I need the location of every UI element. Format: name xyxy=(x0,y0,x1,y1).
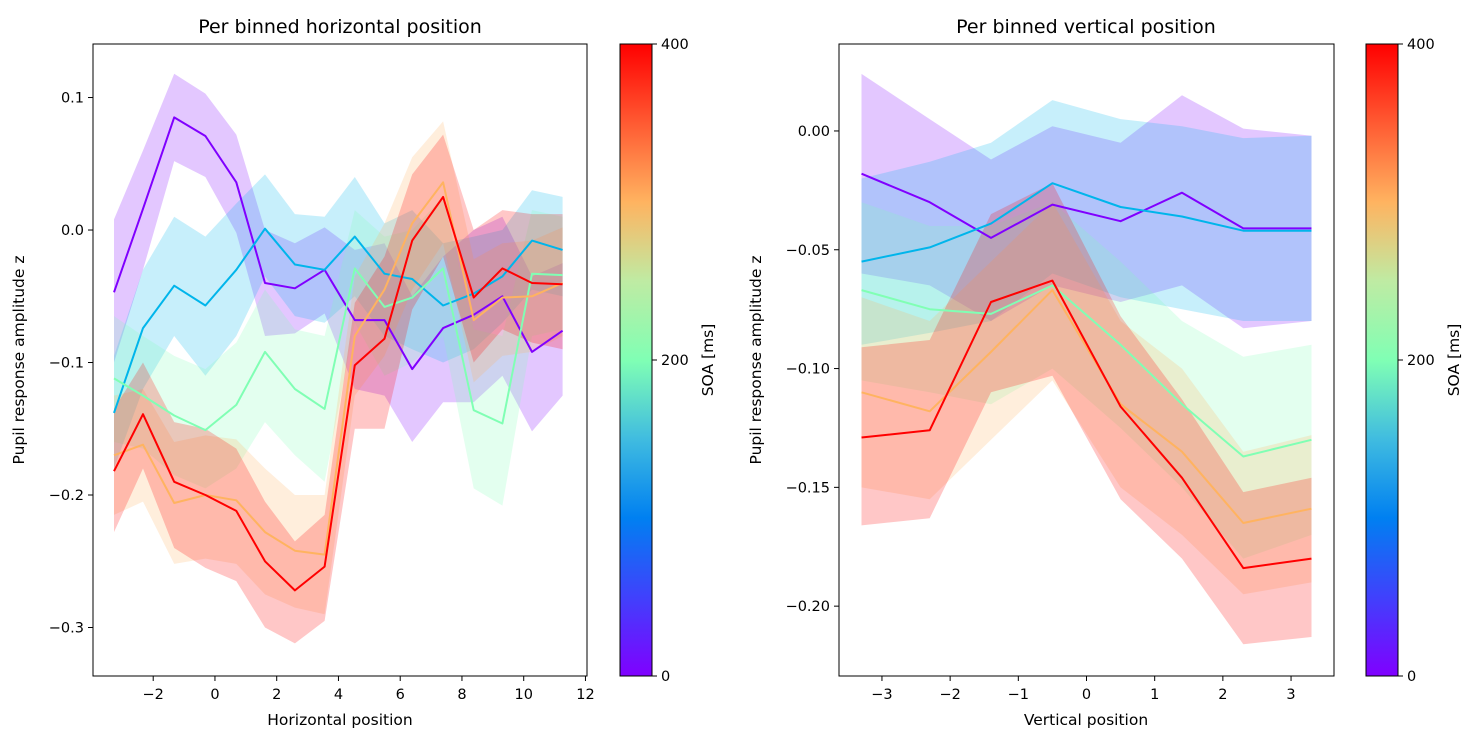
colorbar-tick-label: 200 xyxy=(661,353,689,369)
line-soa-0 xyxy=(113,116,564,371)
colorbar-tick-label: 400 xyxy=(661,37,689,53)
colorbar: SOA [ms] 0 200 400 xyxy=(619,37,717,685)
band-soa-400 xyxy=(861,183,1312,645)
x-tick-label: 1 xyxy=(1150,687,1159,703)
plot-frame xyxy=(92,43,588,677)
x-tick-label: 0 xyxy=(1082,687,1091,703)
colorbar-label: SOA [ms] xyxy=(1445,324,1463,397)
band-soa-330 xyxy=(861,202,1312,595)
series-lines xyxy=(861,172,1312,570)
plot-frame xyxy=(838,43,1335,677)
line-soa-100 xyxy=(861,182,1312,263)
band-soa-100 xyxy=(114,174,563,469)
x-tick-label: 2 xyxy=(1218,687,1227,703)
colorbar-gradient xyxy=(1365,43,1399,677)
chart-title: Per binned vertical position xyxy=(956,16,1216,38)
y-tick-label: 0.1 xyxy=(61,91,84,107)
line-soa-100 xyxy=(113,227,563,414)
y-tick-label: −0.2 xyxy=(49,488,84,504)
line-soa-330 xyxy=(113,181,563,556)
band-soa-330 xyxy=(114,121,563,615)
band-soa-100 xyxy=(861,100,1312,345)
x-tick-label: 0 xyxy=(210,687,219,703)
y-tick-label: −0.20 xyxy=(786,599,830,615)
y-axis-label: Pupil response amplitude z xyxy=(747,256,765,465)
x-tick-label: −3 xyxy=(871,687,892,703)
line-soa-400 xyxy=(113,195,563,592)
confidence-bands xyxy=(861,73,1312,645)
line-soa-250 xyxy=(113,267,563,432)
y-axis-label: Pupil response amplitude z xyxy=(10,256,28,465)
chart-title: Per binned horizontal position xyxy=(198,16,482,38)
band-soa-0 xyxy=(861,73,1312,329)
line-soa-0 xyxy=(861,172,1312,239)
colorbar-tick-label: 200 xyxy=(1407,353,1435,369)
x-tick-label: −2 xyxy=(143,687,164,703)
colorbar-label: SOA [ms] xyxy=(699,324,717,397)
y-tick-label: 0.00 xyxy=(798,124,830,140)
colorbar-gradient xyxy=(619,43,653,677)
chart-vertical: Per binned vertical position Vertical po… xyxy=(747,16,1463,729)
x-tick-label: 10 xyxy=(514,687,532,703)
axis-ticks: −3 −2 −1 0 1 2 3 −0.20 −0.15 −0.10 −0.05 0.00 xyxy=(786,124,1296,703)
y-tick-label: −0.15 xyxy=(786,480,830,496)
series-lines xyxy=(113,116,564,592)
x-tick-label: 2 xyxy=(272,687,281,703)
x-tick-label: −1 xyxy=(1008,687,1029,703)
y-tick-label: 0.0 xyxy=(61,223,84,239)
x-tick-label: −2 xyxy=(939,687,960,703)
x-tick-label: 12 xyxy=(576,687,594,703)
band-soa-250 xyxy=(861,202,1312,559)
x-tick-label: 4 xyxy=(334,687,343,703)
y-tick-label: −0.05 xyxy=(786,243,830,259)
y-tick-label: −0.1 xyxy=(49,356,84,372)
line-soa-250 xyxy=(861,284,1312,458)
y-tick-label: −0.3 xyxy=(49,621,84,637)
confidence-bands xyxy=(114,73,563,644)
chart-horizontal: Per binned horizontal position Horizonta… xyxy=(10,16,717,729)
x-axis-label: Vertical position xyxy=(1024,711,1148,729)
band-soa-400 xyxy=(114,134,563,644)
band-soa-250 xyxy=(114,196,563,506)
colorbar-tick-label: 0 xyxy=(1407,669,1416,685)
line-soa-330 xyxy=(861,289,1312,524)
line-soa-400 xyxy=(861,279,1312,570)
colorbar: SOA [ms] 0 200 400 xyxy=(1365,37,1463,685)
axis-ticks: −2 0 2 4 6 8 10 12 −0.3 −0.2 −0.1 0.0 0.1 xyxy=(49,91,595,703)
x-tick-label: 8 xyxy=(457,687,466,703)
y-tick-label: −0.10 xyxy=(786,362,830,378)
colorbar-tick-label: 0 xyxy=(661,669,670,685)
colorbar-tick-label: 400 xyxy=(1407,37,1435,53)
x-tick-label: 6 xyxy=(396,687,405,703)
x-axis-label: Horizontal position xyxy=(267,711,412,729)
x-tick-label: 3 xyxy=(1286,687,1295,703)
